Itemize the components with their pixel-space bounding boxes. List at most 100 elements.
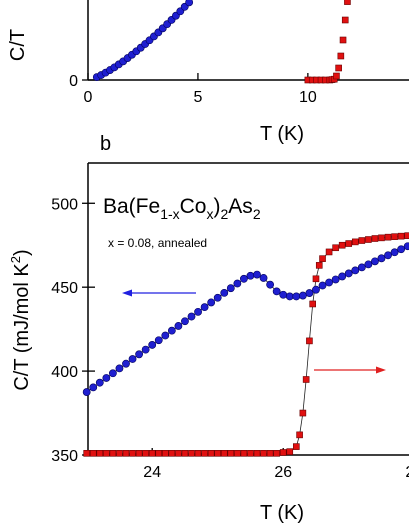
data-point [246,271,255,280]
formula-sub: 2 [221,206,229,222]
data-point [89,383,98,392]
data-point [109,450,117,457]
data-point [332,244,339,252]
data-point [309,300,317,308]
data-point [102,374,111,382]
data-point [82,388,91,396]
data-point [220,450,228,457]
data-point [331,275,340,284]
data-point [227,450,235,457]
y-axis-label-part: C/T [7,29,29,61]
arrow-left [122,289,196,297]
note: x = 0.08, annealed [108,236,207,250]
data-point [305,289,314,297]
formula-sub: 2 [253,206,261,222]
data-point [194,450,202,457]
formula-part: Ba(Fe [103,195,160,218]
arrow-head [376,366,386,374]
data-point [194,307,202,316]
x-tick-label: 28 [405,464,409,481]
data-point [344,0,351,5]
data-point [148,450,156,457]
data-point [253,270,261,279]
data-point [181,450,189,457]
data-point [319,255,326,262]
data-point [341,16,349,24]
formula-part: Co [180,195,207,218]
data-point [226,284,235,293]
data-point [279,449,287,456]
x-tick-label: 26 [274,464,292,481]
x-axis-label: T (K) [260,502,304,524]
data-point [292,292,301,301]
data-point [365,236,372,243]
data-point [95,378,104,387]
data-point [161,331,170,340]
data-point [174,322,183,330]
data-point [122,359,130,368]
data-point [247,450,254,457]
formula-part: ) [214,195,221,218]
data-point [128,355,137,363]
data-point [240,450,248,457]
data-point [318,281,327,290]
formula-part: As [228,195,253,218]
y-tick-label: 500 [51,196,78,213]
data-point [337,52,345,60]
y-tick-label: 0 [69,73,78,90]
formula: Ba(Fe1-xCox)2As2 [103,195,261,222]
y-axis-label: C/T (mJ/mol K2) [8,249,33,390]
data-point [253,450,261,457]
formula-sub: x [207,206,214,222]
data-point [325,248,333,256]
data-point [397,245,406,254]
data-point [187,312,196,321]
data-point [141,345,150,354]
y-axis-label-sup: 2 [8,256,23,263]
data-point [266,280,275,289]
y-tick-label: 400 [51,364,78,381]
data-point [175,450,182,457]
panel-label: b [100,133,111,155]
data-point [296,431,303,439]
data-point [142,450,149,457]
x-axis-label: T (K) [260,123,304,145]
data-point [351,238,359,246]
plot: 0 5 10 0 [69,0,409,106]
data-point [371,235,379,242]
data-point [403,242,409,251]
data-point [357,263,366,272]
data-point [285,292,294,301]
data-point [333,72,340,80]
data-point [220,288,229,297]
data-point [135,450,143,457]
y-tick-label: 350 [51,448,78,465]
data-point [273,450,280,457]
data-point [83,450,90,457]
data-point [154,336,163,345]
data-point [335,64,342,72]
data-point [312,285,320,294]
data-point [96,450,104,457]
data-point [115,364,124,373]
data-point [185,0,194,7]
data-point [358,237,366,244]
y-axis-label-part: ) [11,249,33,256]
data-point [103,450,110,457]
data-point [298,291,307,300]
data-point [384,251,392,260]
data-point [364,260,373,269]
data-point [339,36,347,44]
y-axis-label: C/T [7,29,29,61]
data-point [240,274,248,283]
x-tick-label: 0 [84,89,93,106]
x-tick-label: 10 [299,89,317,106]
data-point [378,234,385,242]
data-point [377,254,386,263]
data-point [162,450,169,457]
data-point [351,266,360,275]
x-tick-label: 5 [193,89,202,106]
data-point [188,450,195,457]
y-axis-label-part: C/T (mJ/mol K [11,263,33,391]
data-point [214,450,222,457]
